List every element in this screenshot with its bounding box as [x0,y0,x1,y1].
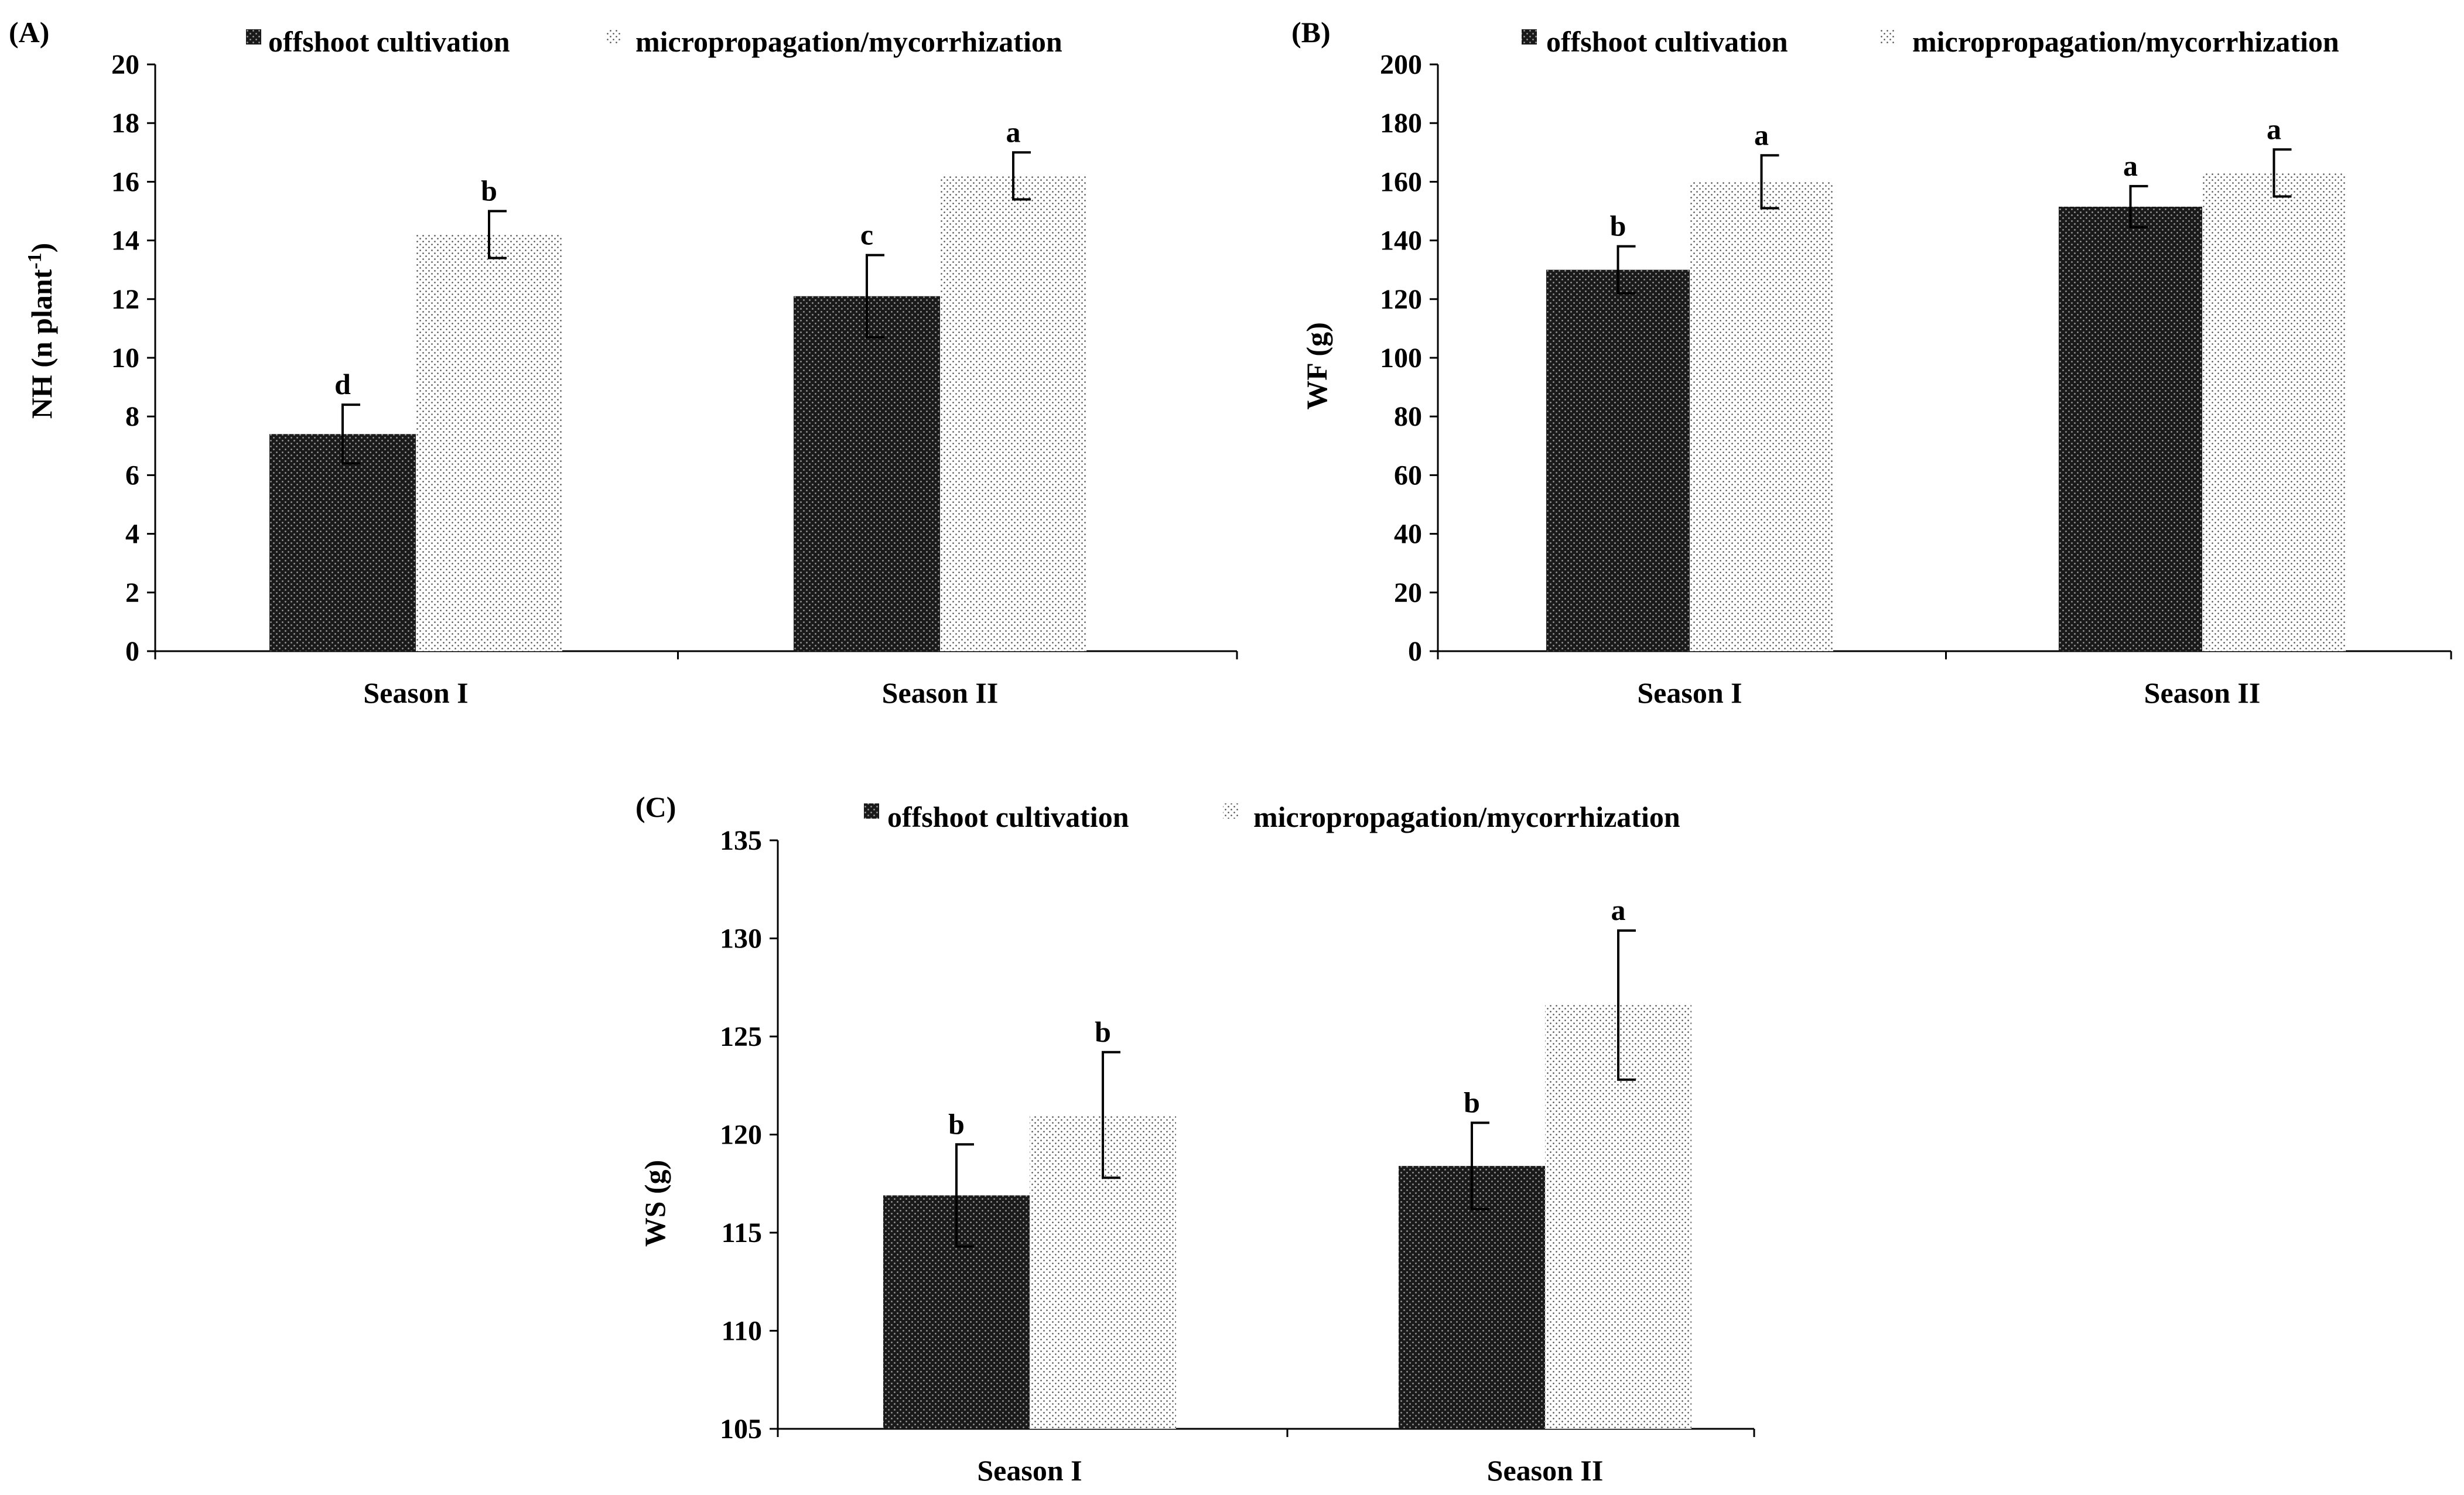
panel-c-legend-micro: micropropagation/mycorrhization [1253,800,1680,833]
panel-b-ytick-label: 180 [1380,108,1422,139]
panel-b-ylabel: WF (g) [1300,322,1333,410]
panel-a-sig-letter: a [1006,115,1021,148]
panel-a-plot: 0 2 4 6 8 10 12 14 16 18 20 d c b a Season I Season II [111,49,1238,709]
panel-a-legend-swatch-micro [606,29,621,45]
panel-a-bar-micro [416,234,562,652]
panel-c-sig-letter: a [1611,894,1626,926]
panel-b-legend-swatch-offshoot [1522,29,1537,45]
panel-b-legend-offshoot: offshoot cultivation [1546,25,1788,58]
panel-b-sig-letter: b [1610,210,1626,242]
panel-c-ytick-label: 130 [720,923,762,955]
panel-c-ytick-label: 135 [720,825,762,856]
panel-a-category-label: Season I [363,676,468,709]
panel-b-bar-offshoot [2059,206,2202,651]
panel-b-category-label: Season I [1637,676,1742,709]
panel-a-category-label: Season II [882,676,999,709]
panel-c-legend-swatch-micro [1223,803,1238,819]
panel-a-ytick-label: 18 [111,108,139,139]
panel-b-ytick-label: 140 [1380,225,1422,256]
panel-a-bar-offshoot [794,296,940,651]
panel-c-legend-offshoot: offshoot cultivation [887,800,1129,833]
panel-b-legend-micro: micropropagation/mycorrhization [1912,25,2339,58]
panel-a-ytick-label: 12 [111,284,139,315]
panel-b-ytick-label: 200 [1380,49,1422,80]
panel-b-bar-micro [2202,173,2346,651]
panel-a-ytick-label: 8 [125,401,139,432]
panel-c-ytick-label: 115 [722,1217,762,1248]
panel-c-ylabel: WS (g) [638,1160,671,1247]
panel-c-sig-letter: b [1464,1086,1480,1118]
panel-b-ytick-label: 100 [1380,343,1422,374]
panel-a-ytick-label: 0 [125,636,139,667]
chart-panel-a: (A) offshoot cultivation micropropagatio… [9,16,1238,709]
panel-a-sig-letter: d [334,368,351,401]
panel-c-category-label: Season II [1487,1454,1604,1487]
panel-c-sig-letter: b [1095,1015,1111,1048]
panel-b-sig-letter: a [2267,112,2281,145]
panel-b-ytick-label: 40 [1394,519,1422,550]
panel-b-sig-letter: a [2123,149,2138,182]
panel-a-bar-offshoot [269,434,416,651]
panel-c-label: (C) [635,791,676,823]
panel-c-ytick-label: 105 [720,1414,762,1445]
panel-b-label: (B) [1291,16,1331,49]
panel-b-ytick-label: 160 [1380,166,1422,197]
panel-b-sig-letter: a [1754,118,1769,151]
panel-a-label: (A) [9,16,49,49]
panel-a-ytick-label: 20 [111,49,139,80]
panel-a-ytick-label: 2 [125,577,139,608]
panel-a-ytick-label: 14 [111,225,139,256]
panel-b-bar-offshoot [1546,269,1690,651]
panel-a-legend-offshoot: offshoot cultivation [268,25,510,58]
panel-b-ytick-label: 0 [1408,636,1422,667]
panel-c-ytick-label: 120 [720,1120,762,1151]
chart-panel-c: (C) offshoot cultivation micropropagatio… [635,791,1755,1487]
panel-a-sig-letter: b [481,175,497,207]
panel-c-ytick-label: 110 [722,1316,762,1347]
panel-c-sig-letter: b [948,1107,965,1140]
chart-panel-b: (B) offshoot cultivation micropropagatio… [1291,16,2452,709]
panel-b-plot: 0 20 40 60 80 100 120 140 160 180 200 b a a a Season I S… [1380,49,2452,709]
panel-a-legend-swatch-offshoot [246,29,261,45]
panel-c-legend-swatch-offshoot [864,803,879,819]
panel-a-sig-letter: c [860,218,873,251]
panel-c-ytick-label: 125 [720,1021,762,1052]
panel-b-ytick-label: 120 [1380,284,1422,315]
panel-a-ytick-label: 4 [125,519,139,550]
panel-c-plot: 105 110 115 120 125 130 135 b b b a Season I Season … [720,825,1755,1487]
panel-a-ylabel: NH (n plant-1) [24,243,58,419]
panel-a-ytick-label: 16 [111,166,139,197]
panel-b-ytick-label: 60 [1394,460,1422,491]
panel-a-bar-micro [940,176,1086,651]
panel-b-ytick-label: 80 [1394,401,1422,432]
panel-b-legend-swatch-micro [1880,29,1895,45]
panel-a-ytick-label: 6 [125,460,139,491]
panel-c-category-label: Season I [977,1454,1082,1487]
panel-b-category-label: Season II [2144,676,2261,709]
panel-a-ytick-label: 10 [111,343,139,374]
panel-b-bar-micro [1690,182,1833,651]
panel-a-legend-micro: micropropagation/mycorrhization [635,25,1062,58]
panel-b-ytick-label: 20 [1394,577,1422,608]
